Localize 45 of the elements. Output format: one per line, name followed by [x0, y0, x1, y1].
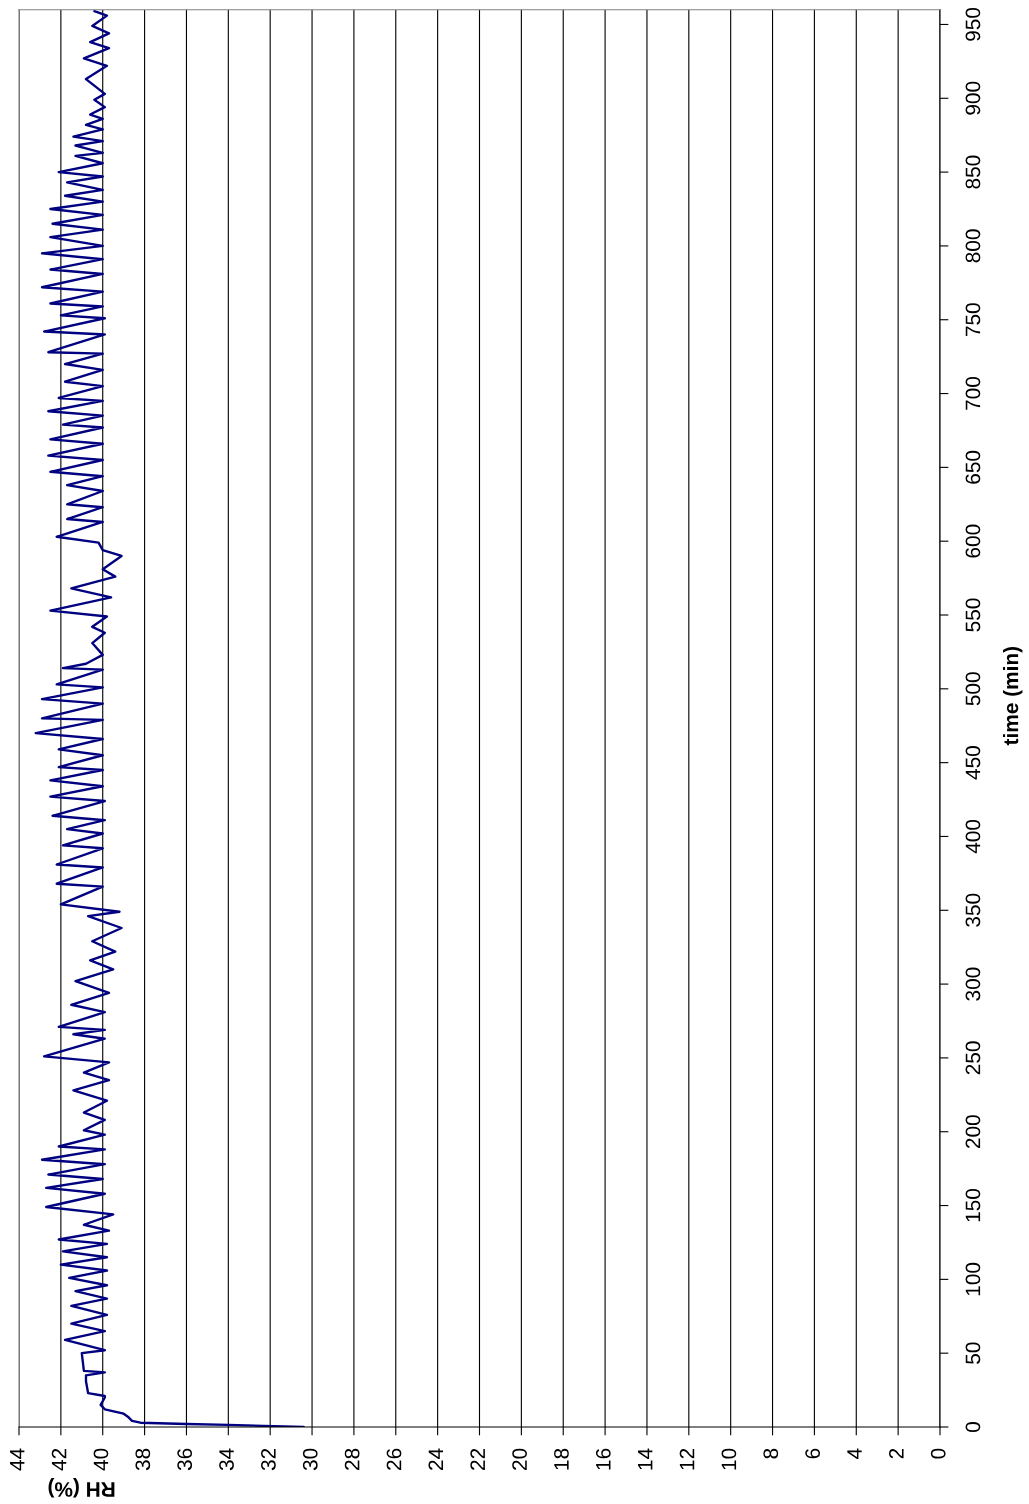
x-tick-label: 0 — [930, 1448, 946, 1459]
x-tick-label: 38 — [135, 1448, 151, 1471]
x-tick-label: 6 — [805, 1448, 820, 1459]
x-tick-label: 18 — [554, 1448, 569, 1470]
y-tick-label: 750 — [965, 303, 981, 337]
y-tick-label: 950 — [965, 7, 981, 41]
x-tick-label: 24 — [428, 1448, 444, 1470]
y-tick-label: 500 — [965, 672, 981, 706]
x-tick-label: 36 — [177, 1448, 193, 1471]
x-tick-label: 34 — [219, 1448, 234, 1471]
y-tick-label: 300 — [965, 967, 981, 1001]
y-axis-title: time (min) — [1003, 646, 1023, 746]
x-tick-label: 20 — [512, 1448, 527, 1470]
y-tick-label: 400 — [965, 819, 981, 854]
x-axis-title: RH (%) — [48, 1478, 115, 1498]
x-tick-label: 14 — [638, 1448, 653, 1470]
x-tick-label: 40 — [93, 1448, 109, 1471]
y-tick-label: 100 — [965, 1262, 981, 1296]
y-tick-label: 600 — [965, 524, 981, 558]
x-tick-label: 44 — [10, 1448, 25, 1471]
x-tick-label: 28 — [344, 1448, 360, 1470]
x-tick-label: 22 — [470, 1448, 485, 1470]
y-tick-label: 450 — [965, 746, 981, 780]
x-tick-label: 42 — [51, 1448, 67, 1471]
y-tick-label: 150 — [965, 1188, 981, 1222]
y-tick-label: 0 — [965, 1422, 981, 1432]
y-tick-label: 850 — [965, 155, 981, 189]
x-tick-label: 30 — [302, 1448, 318, 1471]
y-tick-label: 650 — [965, 450, 981, 484]
x-tick-label: 12 — [679, 1448, 695, 1470]
y-tick-label: 700 — [965, 376, 981, 410]
y-tick-label: 250 — [965, 1041, 981, 1075]
y-tick-label: 900 — [965, 81, 981, 115]
x-tick-label: 4 — [847, 1448, 862, 1459]
y-tick-label: 800 — [965, 229, 981, 263]
x-tick-label: 16 — [595, 1448, 611, 1470]
y-tick-label: 550 — [965, 598, 981, 632]
x-tick-label: 2 — [888, 1448, 904, 1459]
y-tick-label: 350 — [965, 893, 981, 927]
y-tick-label: 200 — [965, 1115, 981, 1149]
x-tick-label: 8 — [763, 1448, 779, 1459]
x-tick-label: 10 — [721, 1448, 737, 1470]
y-tick-label: 50 — [965, 1342, 981, 1364]
x-tick-label: 26 — [386, 1448, 402, 1470]
x-tick-label: 32 — [261, 1448, 276, 1471]
